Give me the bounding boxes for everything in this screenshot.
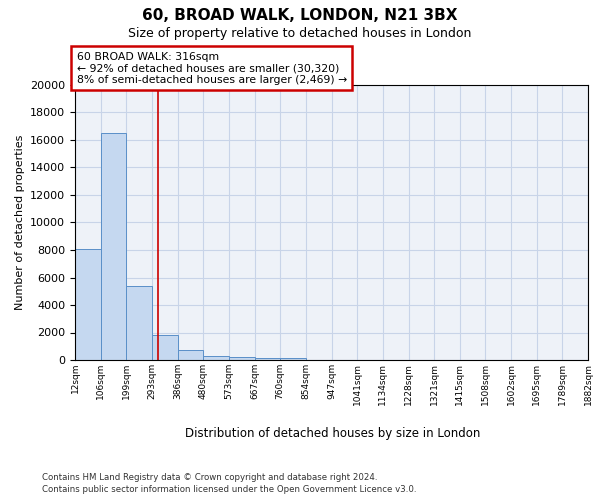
Bar [280,358,306,360]
Bar [254,358,280,360]
Bar [178,350,203,360]
Text: 60, BROAD WALK, LONDON, N21 3BX: 60, BROAD WALK, LONDON, N21 3BX [142,8,458,22]
Y-axis label: Number of detached properties: Number of detached properties [14,135,25,310]
Bar [127,286,152,360]
Text: Contains public sector information licensed under the Open Government Licence v3: Contains public sector information licen… [42,485,416,494]
Bar [152,335,178,360]
Bar [203,356,229,360]
Bar [75,248,101,360]
Bar [101,133,127,360]
Bar [229,357,254,360]
Text: Distribution of detached houses by size in London: Distribution of detached houses by size … [185,428,481,440]
Text: Contains HM Land Registry data © Crown copyright and database right 2024.: Contains HM Land Registry data © Crown c… [42,472,377,482]
Text: 60 BROAD WALK: 316sqm
← 92% of detached houses are smaller (30,320)
8% of semi-d: 60 BROAD WALK: 316sqm ← 92% of detached … [77,52,347,85]
Text: Size of property relative to detached houses in London: Size of property relative to detached ho… [128,28,472,40]
